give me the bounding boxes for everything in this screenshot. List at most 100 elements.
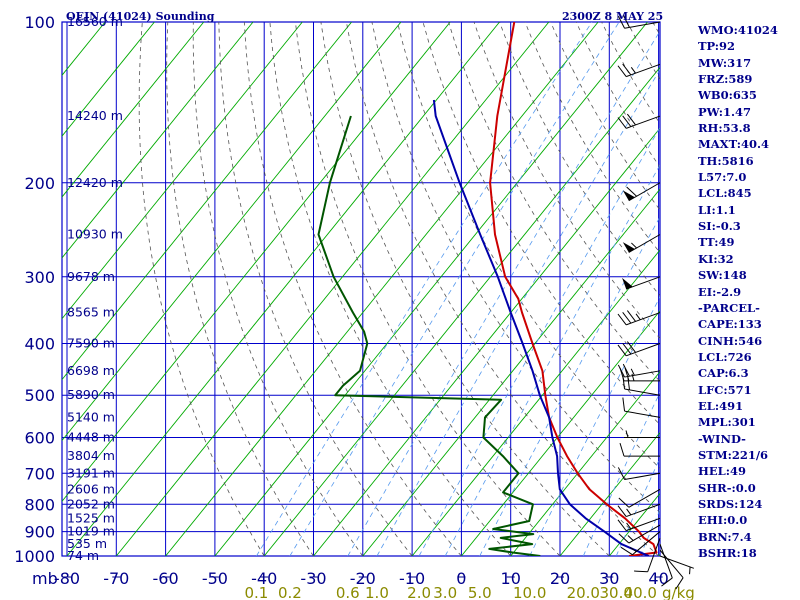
dewpoint-profile: [317, 115, 541, 556]
height-label: 12420 m: [67, 175, 123, 190]
wind-barb: [617, 467, 661, 481]
index-item: EI:-2.9: [698, 284, 742, 299]
mixing-ratio-line: [529, 296, 660, 556]
pressure-unit-label: mb: [32, 569, 58, 588]
index-item: WB0:635: [698, 88, 757, 103]
temp-tick-label: -50: [202, 569, 228, 588]
index-item: BRN:7.4: [698, 529, 752, 544]
height-label: 74 m: [67, 548, 99, 563]
dry-adiabat: [448, 22, 660, 383]
dry-adiabat: [243, 22, 462, 556]
index-item: CAPE:133: [698, 317, 762, 332]
index-item: WMO:41024: [698, 23, 778, 37]
index-item: MPL:301: [698, 415, 756, 430]
index-item: TT:49: [698, 235, 735, 250]
wind-barb: [622, 397, 661, 418]
wind-barb: [617, 341, 661, 357]
dry-adiabat: [192, 22, 364, 556]
height-label: 16560 m: [67, 14, 123, 29]
index-item: CINH:546: [698, 333, 763, 348]
pressure-tick-label: 600: [24, 429, 55, 448]
isotherm-line: [62, 22, 205, 198]
index-item: BSHR:18: [698, 546, 757, 560]
height-label: 4448 m: [67, 430, 115, 445]
mixing-ratio-line: [347, 30, 660, 556]
wind-barb: [617, 517, 661, 532]
index-item: SHR-:0.0: [698, 480, 756, 495]
mixing-ratio-label: 40.0: [624, 584, 657, 600]
sounding-profiles: [317, 22, 658, 556]
isotherm-line: [62, 22, 352, 381]
isotherm-line: [62, 22, 402, 442]
plot-grid: [61, 21, 661, 557]
temp-tick-label: -70: [103, 569, 129, 588]
isotherm-line: [115, 22, 550, 556]
temp-tick-label: 10: [501, 569, 521, 588]
wind-barb: [618, 524, 661, 544]
index-item: TP:92: [698, 39, 736, 54]
temp-tick-label: -60: [153, 569, 179, 588]
index-item: HEL:49: [698, 464, 746, 479]
wind-barb: [622, 276, 661, 290]
height-label: 10930 m: [67, 226, 123, 241]
temp-tick-label: -10: [399, 569, 425, 588]
height-label: 6698 m: [67, 363, 115, 378]
mixing-ratio-line: [479, 216, 660, 556]
height-label: 535 m: [67, 536, 107, 551]
plot-frame: [61, 21, 661, 557]
mixing-ratio-label: 10.0: [513, 584, 546, 600]
mixing-ratio-label: 0.1: [245, 584, 269, 600]
pressure-tick-label: 500: [24, 386, 55, 405]
isotherm-line: [62, 22, 451, 503]
isotherm-line: [62, 22, 254, 259]
temp-tick-label: 30: [599, 569, 619, 588]
wind-barb: [634, 537, 661, 573]
chart-title: OEJN (41024) Sounding: [66, 10, 215, 23]
isotherm-line: [165, 22, 599, 556]
pressure-tick-label: 900: [24, 523, 55, 542]
isotherm-line: [362, 188, 660, 556]
height-label: 9678 m: [67, 269, 115, 284]
wind-barb: [617, 310, 661, 326]
index-item: MW:317: [698, 55, 752, 70]
height-label: 1525 m: [67, 510, 115, 525]
index-item: -PARCEL-: [698, 300, 760, 315]
wind-barb: [624, 430, 660, 439]
mixing-ratio-line: [444, 164, 660, 556]
index-item: L57:7.0: [698, 170, 747, 185]
index-item: EL:491: [698, 398, 744, 413]
wind-barb: [617, 363, 661, 378]
height-label: 8565 m: [67, 305, 115, 320]
height-label: 3191 m: [67, 465, 115, 480]
wind-barb: [619, 367, 660, 382]
index-item: LFC:571: [698, 382, 752, 397]
height-label: 14240 m: [67, 108, 123, 123]
temp-tick-label: -80: [54, 569, 80, 588]
mixing-ratio-label: 0.6: [336, 584, 360, 600]
wind-barb: [617, 113, 661, 129]
isotherm-line: [263, 66, 660, 556]
pressure-tick-label: 200: [24, 174, 55, 193]
dry-adiabat: [138, 22, 265, 556]
index-item: STM:221/6: [698, 447, 769, 462]
pressure-tick-label: 300: [24, 268, 55, 287]
dry-adiabat: [269, 22, 511, 556]
mixing-ratio-label: 3.0: [433, 584, 457, 600]
isotherm-line: [62, 22, 303, 320]
wind-barb: [617, 503, 661, 518]
temp-tick-label: 20: [550, 569, 570, 588]
wind-barb: [620, 531, 661, 556]
dry-adiabat: [218, 22, 413, 556]
parcel-profile: [432, 99, 650, 556]
index-item: SRDS:124: [698, 496, 763, 511]
dry-adiabat: [295, 22, 561, 556]
mixing-ratio-line: [418, 126, 660, 556]
index-item: EHI:0.0: [698, 513, 748, 528]
pressure-tick-label: 400: [24, 335, 55, 354]
mixing-ratio-label: 30.0: [600, 584, 633, 600]
isotherm-line: [62, 22, 155, 137]
temp-tick-label: -20: [350, 569, 376, 588]
wind-barb: [659, 555, 694, 575]
